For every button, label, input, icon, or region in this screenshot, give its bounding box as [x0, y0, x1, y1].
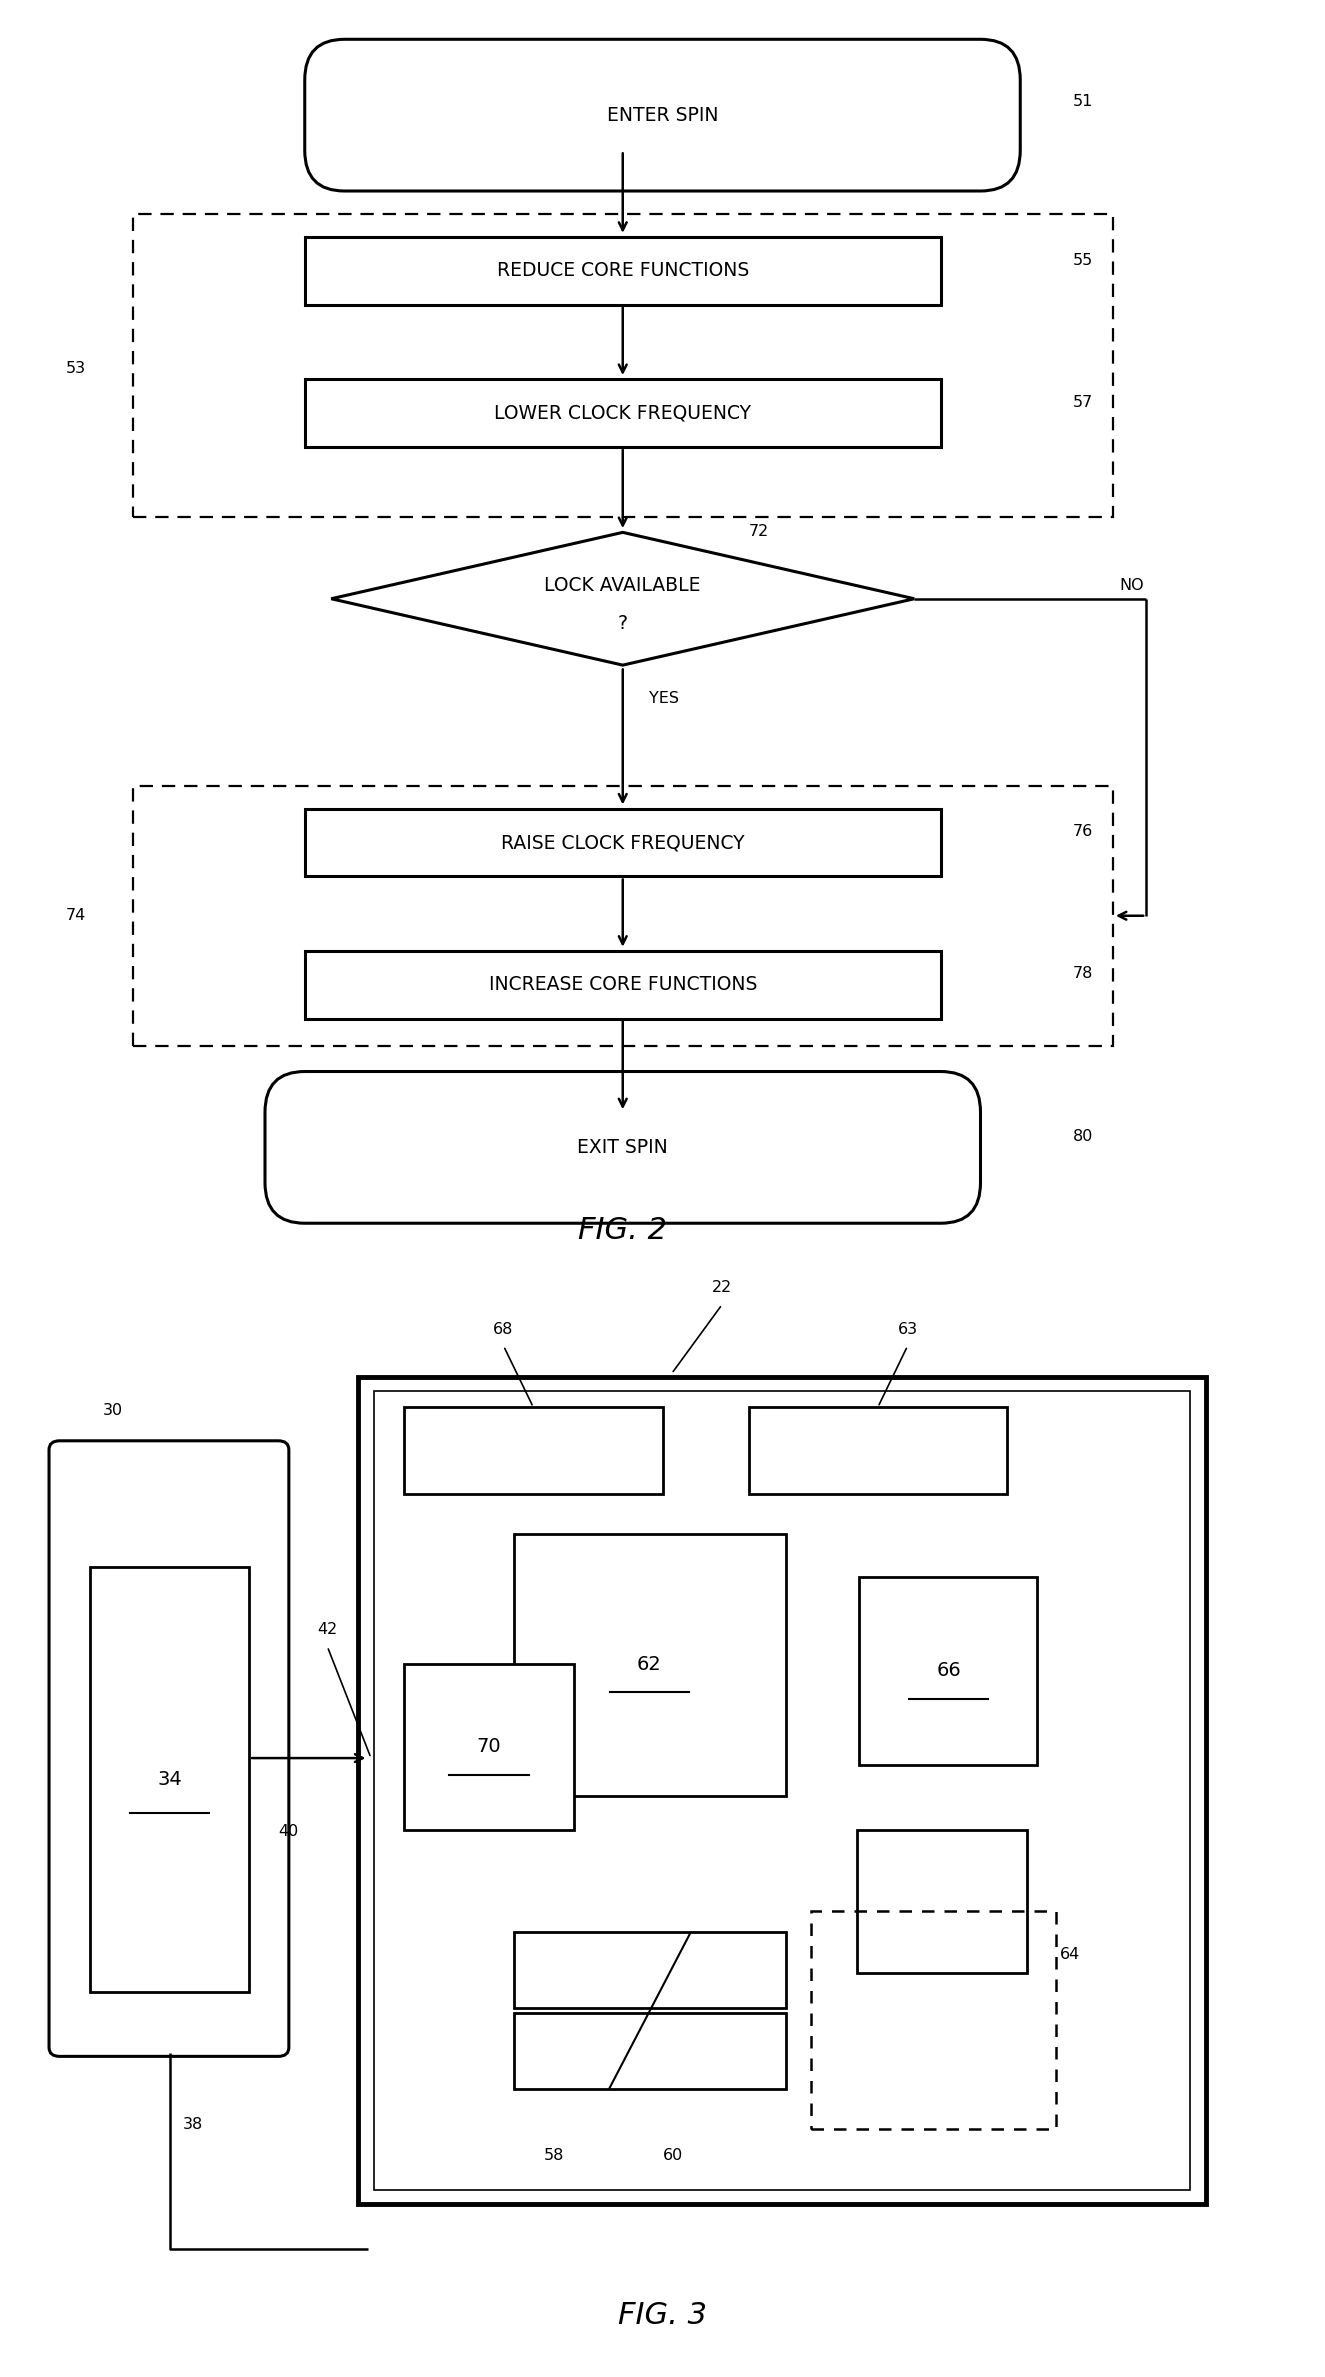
Text: 78: 78 — [1073, 967, 1093, 982]
Bar — [305, 238, 941, 304]
Bar — [514, 2013, 786, 2089]
Bar — [90, 1566, 249, 1992]
Text: 30: 30 — [102, 1402, 123, 1419]
Text: REDUCE CORE FUNCTIONS: REDUCE CORE FUNCTIONS — [497, 261, 749, 280]
Text: YES: YES — [649, 692, 680, 706]
Bar — [132, 214, 1113, 518]
Text: 64: 64 — [1060, 1947, 1080, 1961]
Bar — [305, 808, 941, 877]
Text: RAISE CLOCK FREQUENCY: RAISE CLOCK FREQUENCY — [501, 832, 745, 851]
Bar — [859, 1576, 1037, 1764]
Text: 80: 80 — [1073, 1129, 1093, 1143]
Text: 63: 63 — [897, 1322, 918, 1336]
Bar — [305, 951, 941, 1020]
Text: 62: 62 — [637, 1654, 661, 1673]
Text: 70: 70 — [477, 1738, 501, 1757]
Text: LOCK AVAILABLE: LOCK AVAILABLE — [545, 575, 701, 594]
Bar — [514, 1533, 786, 1797]
Text: 42: 42 — [317, 1621, 338, 1638]
Text: INCREASE CORE FUNCTIONS: INCREASE CORE FUNCTIONS — [489, 975, 757, 994]
Polygon shape — [331, 532, 914, 666]
Bar — [811, 1911, 1056, 2130]
Text: 68: 68 — [493, 1322, 514, 1336]
Text: 53: 53 — [66, 361, 86, 376]
FancyBboxPatch shape — [265, 1072, 980, 1224]
Text: EXIT SPIN: EXIT SPIN — [578, 1139, 668, 1158]
Text: 22: 22 — [712, 1281, 733, 1295]
Text: 58: 58 — [543, 2149, 564, 2163]
Bar — [857, 1830, 1027, 1973]
Text: 76: 76 — [1073, 825, 1093, 839]
Bar — [749, 1407, 1007, 1495]
Text: 60: 60 — [662, 2149, 684, 2163]
Text: FIG. 2: FIG. 2 — [578, 1215, 668, 1246]
Text: FIG. 3: FIG. 3 — [617, 2301, 708, 2329]
Text: 51: 51 — [1073, 95, 1093, 109]
Text: NO: NO — [1120, 578, 1145, 592]
Text: LOWER CLOCK FREQUENCY: LOWER CLOCK FREQUENCY — [494, 404, 751, 423]
Bar — [132, 787, 1113, 1046]
Bar — [358, 1376, 1206, 2203]
Text: 40: 40 — [278, 1823, 299, 1840]
Text: 66: 66 — [937, 1662, 961, 1681]
Text: 74: 74 — [66, 908, 86, 922]
Text: 38: 38 — [183, 2118, 203, 2132]
Text: ENTER SPIN: ENTER SPIN — [607, 105, 718, 124]
FancyBboxPatch shape — [305, 40, 1020, 190]
Text: ?: ? — [617, 613, 628, 632]
Bar — [404, 1664, 574, 1830]
Bar — [404, 1407, 662, 1495]
Bar — [374, 1391, 1190, 2192]
Text: 34: 34 — [158, 1771, 182, 1790]
Text: 72: 72 — [749, 523, 768, 540]
Bar — [514, 1933, 786, 2009]
Text: 55: 55 — [1073, 252, 1093, 269]
Bar — [305, 380, 941, 447]
Text: 57: 57 — [1073, 395, 1093, 409]
FancyBboxPatch shape — [49, 1440, 289, 2056]
